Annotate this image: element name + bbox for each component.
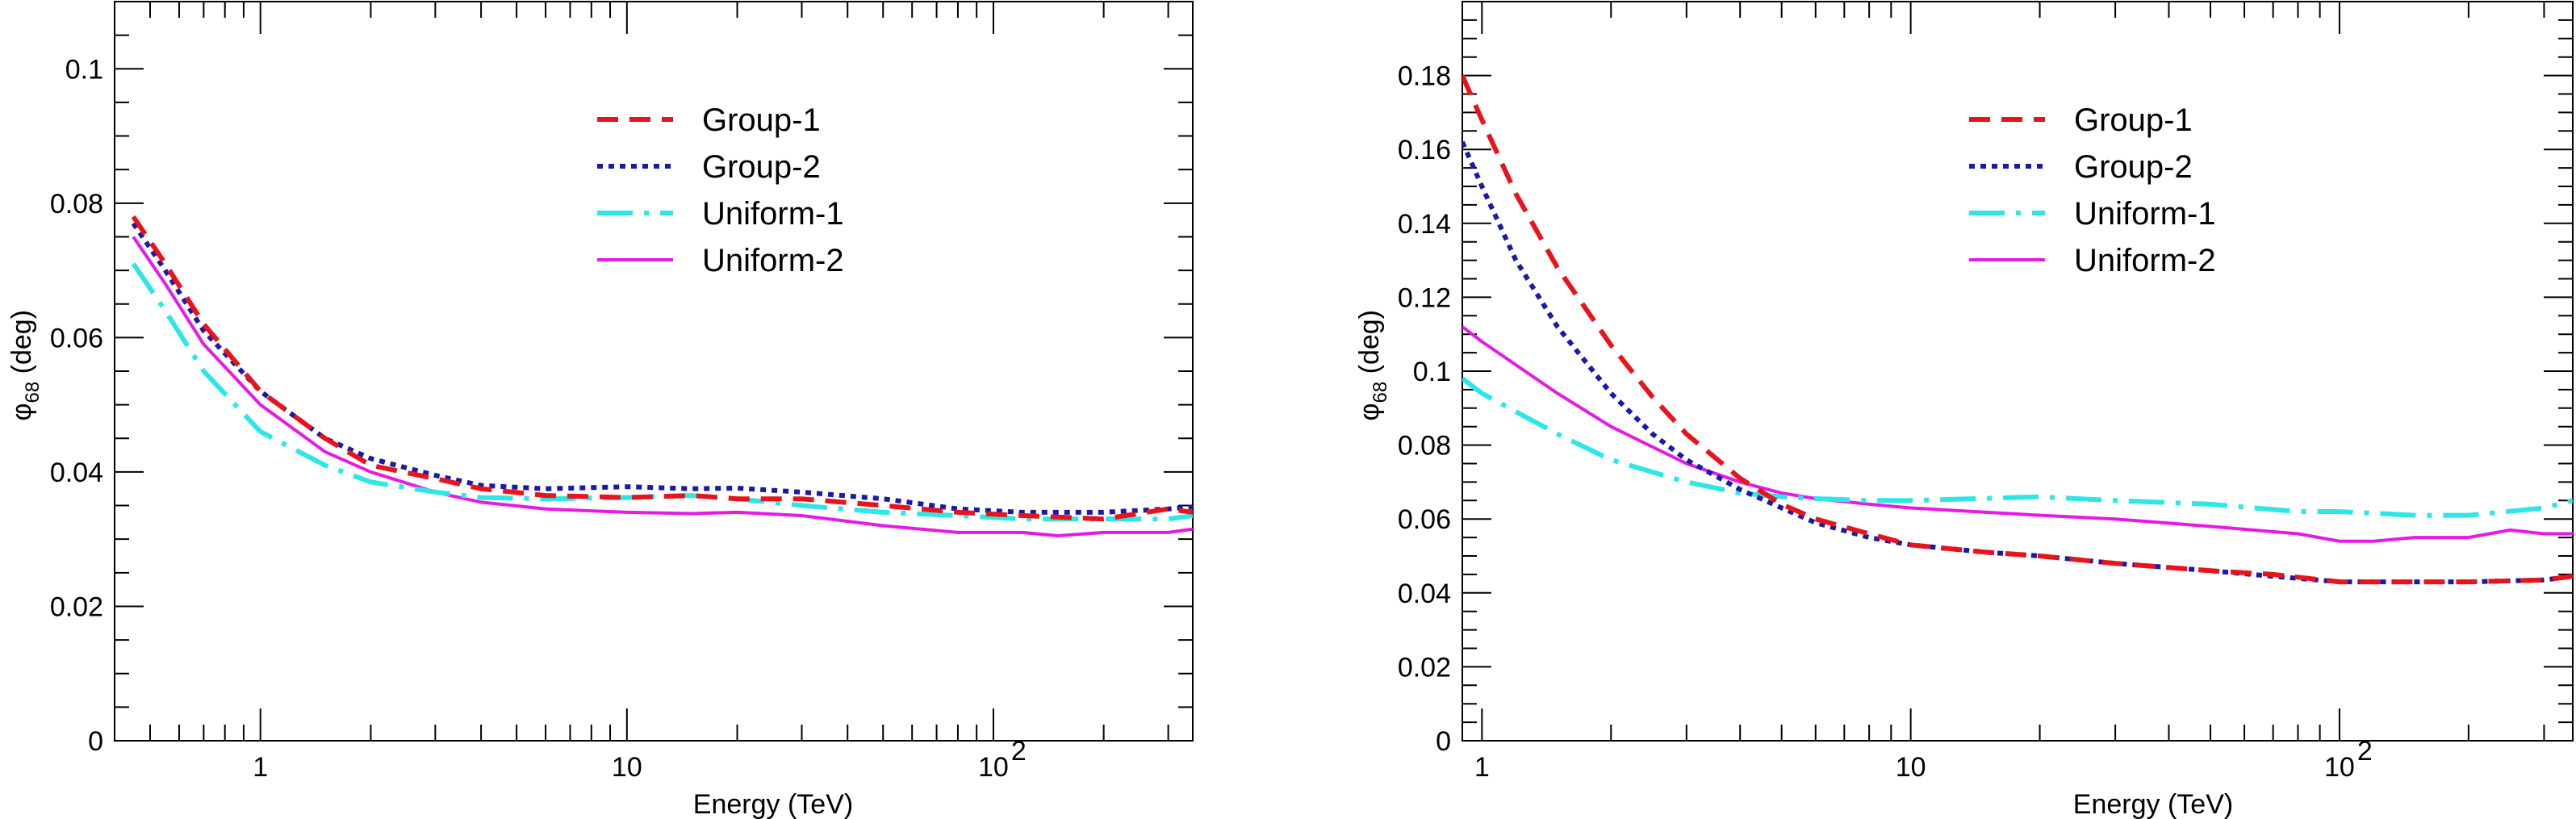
y-axis-title-unit: (deg) [6, 310, 37, 382]
series-line-group-1 [131, 215, 1193, 522]
x-tick-label: 10 [2324, 752, 2355, 783]
legend-label-uniform-2: Uniform-2 [702, 243, 844, 278]
x-tick-label-exponent: 2 [2357, 736, 2373, 767]
legend-label-uniform-1: Uniform-1 [702, 196, 844, 232]
y-axis-title-symbol: φ [1354, 403, 1385, 421]
x-axis-title: Energy (TeV) [693, 789, 853, 819]
series-line-uniform-2 [132, 236, 1193, 538]
y-tick-label: 0 [1436, 726, 1451, 757]
y-tick-label: 0.16 [1398, 135, 1451, 165]
series-line-uniform-2 [1462, 325, 2573, 543]
y-tick-label: 0 [88, 726, 103, 757]
series-line-group-1 [1462, 74, 2573, 585]
y-tick-label: 0.06 [1398, 504, 1451, 535]
legend-label-group-1: Group-1 [702, 102, 821, 138]
y-axis-title-unit: (deg) [1354, 310, 1385, 382]
y-tick-label: 0.08 [1398, 431, 1451, 462]
y-tick-label: 0.04 [50, 458, 103, 488]
x-tick-label: 10 [612, 752, 642, 783]
series-line-uniform-1 [131, 262, 1193, 522]
y-tick-label: 0.08 [50, 189, 103, 219]
series-line-uniform-1 [1462, 376, 2573, 518]
y-tick-label: 0.06 [50, 323, 103, 353]
x-tick-label: 10 [978, 752, 1009, 783]
x-axis-title: Energy (TeV) [2073, 789, 2233, 819]
y-axis-title: φ68 (deg) [6, 310, 44, 421]
y-axis-title: φ68 (deg) [1354, 310, 1391, 421]
y-tick-label: 0.04 [1398, 579, 1451, 609]
y-tick-label: 0.12 [1398, 282, 1451, 313]
y-tick-label: 0.1 [1413, 357, 1451, 387]
x-tick-label-exponent: 2 [1011, 736, 1027, 767]
legend-label-group-2: Group-2 [2074, 149, 2193, 185]
legend-label-uniform-1: Uniform-1 [2074, 196, 2216, 232]
y-tick-label: 0.02 [50, 591, 103, 622]
series-line-group-2 [131, 222, 1193, 515]
legend-label-group-1: Group-1 [2074, 102, 2193, 138]
legend-label-group-2: Group-2 [702, 149, 821, 185]
y-axis-title-symbol: φ [6, 403, 37, 421]
x-tick-label: 10 [1896, 752, 1926, 783]
plot-frame [114, 1, 1194, 742]
right-chart-panel: 0 0.02 0.04 0.06 0.08 0.1 0.12 0.14 0.16 0.18 1 10 1… [1354, 0, 2574, 819]
y-axis-title-subscript: 68 [22, 382, 44, 403]
y-tick-label: 0.18 [1398, 61, 1451, 92]
y-tick-label: 0.02 [1398, 652, 1451, 683]
legend: Group-1 Group-2 Uniform-1 Uniform-2 [1969, 102, 2216, 278]
y-axis-title-subscript: 68 [1370, 382, 1391, 403]
x-tick-label: 1 [1474, 752, 1490, 783]
y-tick-label: 0.14 [1398, 209, 1451, 240]
legend-label-uniform-2: Uniform-2 [2074, 243, 2216, 278]
legend: Group-1 Group-2 Uniform-1 Uniform-2 [597, 102, 844, 278]
x-tick-label: 1 [253, 752, 268, 783]
y-tick-label: 0.1 [65, 54, 103, 85]
